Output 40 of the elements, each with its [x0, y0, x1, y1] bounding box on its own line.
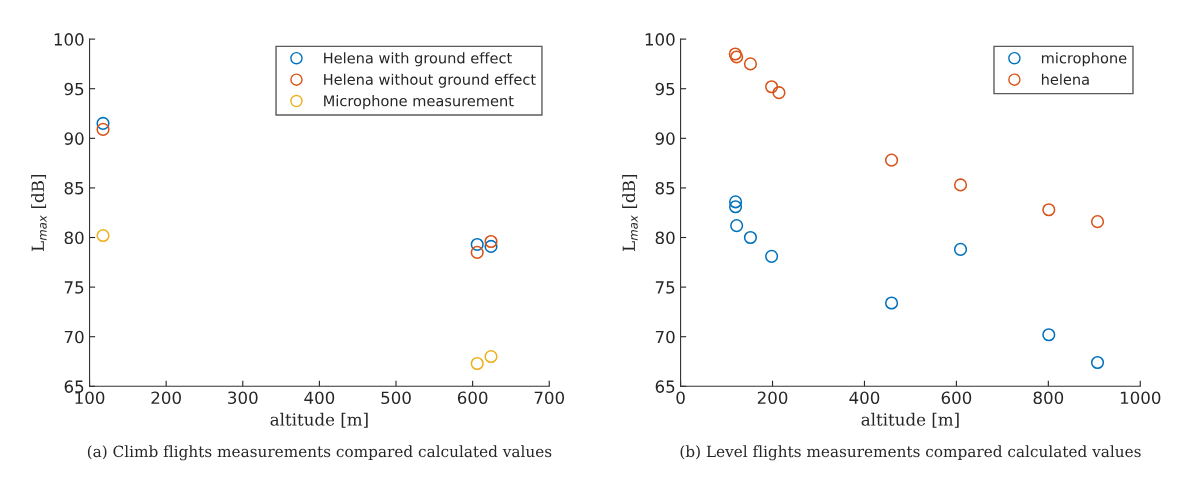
y-tick-label: 80: [64, 231, 84, 245]
x-tick-label: 200: [757, 391, 788, 405]
x-tick-label: 0: [676, 391, 685, 405]
legend-label: helena: [1041, 73, 1089, 85]
y-tick-label: 85: [655, 181, 675, 195]
legend-label: microphone: [1041, 52, 1127, 67]
x-tick-label: 500: [381, 391, 411, 405]
x-tick-label: 400: [849, 391, 880, 405]
x-tick-label: 200: [151, 391, 181, 405]
x-tick-label: 700: [534, 391, 565, 405]
legend-label: Helena with ground effect: [324, 52, 512, 67]
y-tick-label: 90: [655, 132, 675, 145]
y-tick-label: 95: [655, 82, 675, 96]
x-axis-title: altitude [m]: [270, 412, 368, 428]
x-tick-label: 600: [457, 391, 488, 405]
text: (b) Level flights measurements compared calculated values: [680, 445, 1141, 461]
y-tick-label: 95: [64, 82, 84, 96]
legend-label: Microphone measurement: [324, 95, 514, 110]
y-tick-label: 100: [645, 33, 675, 46]
y-tick-label: 90: [64, 132, 84, 145]
y-tick-label: 80: [655, 231, 675, 245]
x-tick-label: 100: [75, 391, 105, 405]
text: (a) Climb flights measurements compared calculated values: [87, 445, 552, 461]
x-tick-label: 800: [1033, 391, 1064, 405]
x-tick-label: 600: [941, 391, 972, 405]
x-tick-label: 400: [304, 391, 335, 405]
y-axis-title: L$_{max}$ [dB]: [622, 174, 638, 251]
y-tick-label: 70: [655, 330, 675, 344]
y-tick-label: 65: [64, 380, 84, 393]
y-axis-title: L$_{max}$ [dB]: [31, 174, 47, 251]
y-tick-label: 70: [64, 330, 84, 344]
y-tick-label: 75: [64, 281, 84, 294]
x-tick-label: 1000: [1120, 391, 1161, 405]
y-tick-label: 85: [64, 181, 84, 195]
legend-label: Helena without ground effect: [324, 73, 536, 88]
y-tick-label: 75: [655, 281, 675, 294]
x-tick-label: 300: [228, 391, 258, 405]
x-axis-title: altitude [m]: [861, 412, 959, 428]
y-tick-label: 100: [54, 33, 84, 46]
y-tick-label: 65: [655, 380, 675, 393]
